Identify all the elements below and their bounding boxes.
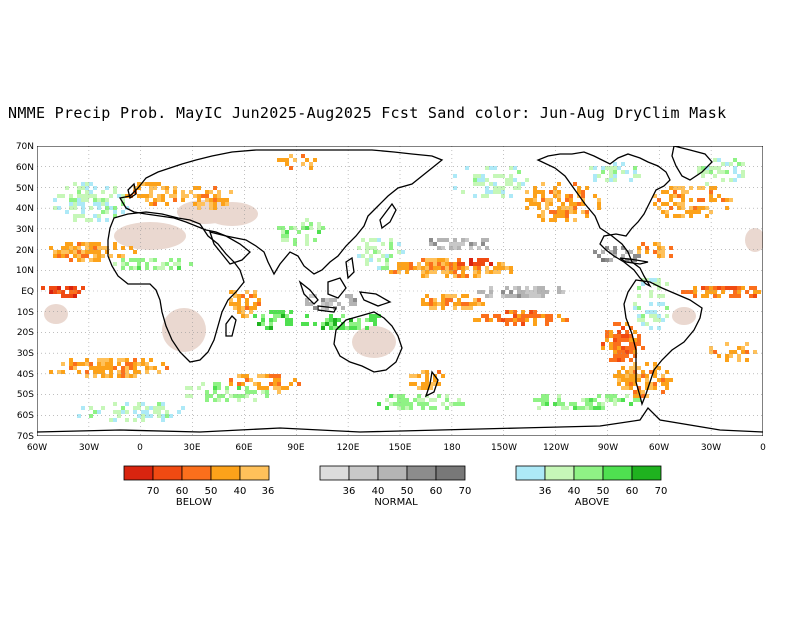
lon-label: 30E bbox=[183, 443, 200, 453]
legend-label-normal: NORMAL bbox=[374, 497, 418, 508]
map-area bbox=[37, 146, 763, 436]
lat-label: 70S bbox=[17, 432, 34, 442]
lon-label: 60W bbox=[27, 443, 47, 453]
lat-label: 40N bbox=[16, 204, 34, 214]
legend-tick: 60 bbox=[430, 486, 443, 497]
coastline-australia bbox=[333, 311, 403, 373]
coastline-north-america bbox=[536, 151, 671, 288]
lon-label: 150W bbox=[491, 443, 517, 453]
legend-tick: 70 bbox=[147, 486, 160, 497]
lat-label: 50N bbox=[16, 184, 34, 194]
lat-label: 60N bbox=[16, 163, 34, 173]
legend-tick: 40 bbox=[568, 486, 581, 497]
lon-label: 30W bbox=[701, 443, 721, 453]
coastline-new-zealand bbox=[424, 370, 439, 398]
legend-swatch-above bbox=[515, 465, 546, 481]
legend-swatch-normal bbox=[319, 465, 350, 481]
legend-swatch-normal bbox=[348, 465, 379, 481]
legend-swatch-below bbox=[152, 465, 183, 481]
legend-tick: 36 bbox=[343, 486, 356, 497]
longitude-labels: 60W 30W 0 30E 60E 90E 120E 150E 180 150W… bbox=[27, 443, 766, 453]
lat-label: 70N bbox=[16, 142, 34, 152]
legend-tick: 70 bbox=[655, 486, 668, 497]
legend-swatch-normal bbox=[377, 465, 408, 481]
lat-lon-grid bbox=[37, 146, 763, 436]
coastline-south-america bbox=[623, 279, 703, 407]
lon-label: 90W bbox=[598, 443, 618, 453]
lat-label: 50S bbox=[17, 390, 34, 400]
coastline-borneo bbox=[327, 277, 347, 299]
legend-tick: 40 bbox=[234, 486, 247, 497]
legend-swatch-below bbox=[210, 465, 241, 481]
lon-label: 60E bbox=[235, 443, 252, 453]
legend-tick: 60 bbox=[626, 486, 639, 497]
coastline-new-guinea bbox=[358, 291, 392, 307]
map-title: NMME Precip Prob. MayIC Jun2025-Aug2025 … bbox=[8, 104, 727, 122]
lon-label: 120W bbox=[543, 443, 569, 453]
legend-label-below: BELOW bbox=[176, 497, 212, 508]
legend-tick: 36 bbox=[539, 486, 552, 497]
lon-label: 30W bbox=[79, 443, 99, 453]
legend-tick: 50 bbox=[401, 486, 414, 497]
coastline-eurasia bbox=[118, 149, 444, 276]
coastlines bbox=[37, 146, 763, 433]
coastline-greenland bbox=[671, 146, 713, 181]
lon-label: 150E bbox=[389, 443, 412, 453]
legend-swatch-above bbox=[602, 465, 633, 481]
lon-label: 180 bbox=[443, 443, 460, 453]
coastline-arabia bbox=[209, 231, 251, 265]
lat-label: 20N bbox=[16, 246, 34, 256]
coastline-africa bbox=[107, 211, 245, 363]
lat-label: 30N bbox=[16, 225, 34, 235]
lat-label: 20S bbox=[17, 328, 34, 338]
coastline-madagascar bbox=[225, 315, 237, 337]
lat-label: 40S bbox=[17, 370, 34, 380]
coastline-antarctica bbox=[37, 406, 763, 433]
legend-swatch-above bbox=[573, 465, 604, 481]
lat-label: 30S bbox=[17, 349, 34, 359]
legend-tick: 40 bbox=[372, 486, 385, 497]
legend-label-above: ABOVE bbox=[575, 497, 609, 508]
lat-label: 60S bbox=[17, 411, 34, 421]
lat-label: 10N bbox=[16, 266, 34, 276]
coastline-sumatra bbox=[298, 280, 319, 305]
lat-label: EQ bbox=[21, 287, 34, 297]
lon-label: 0 bbox=[137, 443, 143, 453]
legend-tick: 60 bbox=[176, 486, 189, 497]
legend-above: 36 40 50 60 70 ABOVE bbox=[515, 465, 668, 508]
coastline-japan bbox=[379, 202, 397, 230]
legend-below: 70 60 50 40 36 BELOW bbox=[123, 465, 275, 508]
latitude-labels: 70N 60N 50N 40N 30N 20N 10N EQ 10S 20S 3… bbox=[16, 142, 34, 442]
coastline-philippines bbox=[345, 256, 355, 280]
legend-swatch-below bbox=[181, 465, 212, 481]
lon-label: 120E bbox=[337, 443, 360, 453]
legend-tick: 70 bbox=[459, 486, 472, 497]
legend-swatch-below bbox=[239, 465, 270, 481]
legend-swatch-above bbox=[631, 465, 662, 481]
legend-swatch-above bbox=[544, 465, 575, 481]
lat-label: 10S bbox=[17, 308, 34, 318]
lon-label: 90E bbox=[287, 443, 304, 453]
lon-label: 0 bbox=[760, 443, 766, 453]
legend-normal: 36 40 50 60 70 NORMAL bbox=[319, 465, 472, 508]
legend-tick: 36 bbox=[262, 486, 275, 497]
legend-swatch-normal bbox=[435, 465, 466, 481]
legend-swatch-below bbox=[123, 465, 154, 481]
probability-field bbox=[41, 154, 761, 422]
coastline-uk bbox=[127, 182, 137, 200]
coastline-java bbox=[317, 305, 337, 313]
legend-tick: 50 bbox=[597, 486, 610, 497]
legend-tick: 50 bbox=[205, 486, 218, 497]
lon-label: 60W bbox=[649, 443, 669, 453]
coastline-caribbean bbox=[619, 257, 649, 265]
legend-swatch-normal bbox=[406, 465, 437, 481]
